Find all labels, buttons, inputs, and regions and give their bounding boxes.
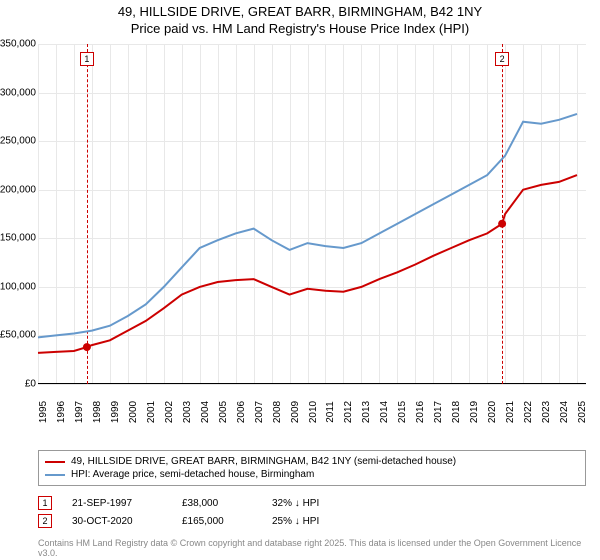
x-tick-label: 2022 xyxy=(523,401,534,423)
legend-item-hpi: HPI: Average price, semi-detached house,… xyxy=(45,468,579,481)
x-tick-label: 2020 xyxy=(487,401,498,423)
x-tick-label: 2006 xyxy=(236,401,247,423)
x-tick-label: 2004 xyxy=(200,401,211,423)
event-marker-badge: 2 xyxy=(495,52,509,66)
y-tick-label: £0 xyxy=(25,379,36,390)
event-badge-2: 2 xyxy=(38,514,52,528)
x-tick-label: 2008 xyxy=(272,401,283,423)
x-tick-label: 2014 xyxy=(379,401,390,423)
event-date-2: 30-OCT-2020 xyxy=(72,516,162,527)
plot-area: £0£50,000£100,000£150,000£200,000£250,00… xyxy=(38,44,586,384)
chart-lines-svg xyxy=(38,44,586,384)
legend-label-hpi: HPI: Average price, semi-detached house,… xyxy=(71,469,314,480)
event-price-2: £165,000 xyxy=(182,516,252,527)
x-tick-label: 1995 xyxy=(38,401,49,423)
y-axis: £0£50,000£100,000£150,000£200,000£250,00… xyxy=(0,44,38,384)
x-tick-label: 2018 xyxy=(451,401,462,423)
title-line-1: 49, HILLSIDE DRIVE, GREAT BARR, BIRMINGH… xyxy=(0,4,600,21)
x-tick-label: 2005 xyxy=(218,401,229,423)
x-tick-label: 2015 xyxy=(397,401,408,423)
x-tick-label: 2017 xyxy=(433,401,444,423)
legend: 49, HILLSIDE DRIVE, GREAT BARR, BIRMINGH… xyxy=(38,450,586,486)
event-date-1: 21-SEP-1997 xyxy=(72,498,162,509)
x-tick-label: 2024 xyxy=(559,401,570,423)
legend-swatch-hpi xyxy=(45,474,65,476)
series-line-property xyxy=(38,175,577,353)
y-tick-label: £150,000 xyxy=(0,233,36,244)
chart-title-block: 49, HILLSIDE DRIVE, GREAT BARR, BIRMINGH… xyxy=(0,0,600,38)
legend-item-property: 49, HILLSIDE DRIVE, GREAT BARR, BIRMINGH… xyxy=(45,455,579,468)
x-tick-label: 2002 xyxy=(164,401,175,423)
x-tick-label: 2001 xyxy=(146,401,157,423)
x-tick-label: 1998 xyxy=(92,401,103,423)
x-tick-label: 2023 xyxy=(541,401,552,423)
x-axis: 1995199619971998199920002001200220032004… xyxy=(38,384,586,414)
event-delta-1: 32% ↓ HPI xyxy=(272,498,372,509)
title-line-2: Price paid vs. HM Land Registry's House … xyxy=(0,21,600,38)
event-marker-badge: 1 xyxy=(80,52,94,66)
x-tick-label: 2021 xyxy=(505,401,516,423)
chart-area: £0£50,000£100,000£150,000£200,000£250,00… xyxy=(38,44,586,414)
x-tick-label: 2016 xyxy=(415,401,426,423)
x-tick-label: 2013 xyxy=(361,401,372,423)
event-badge-1: 1 xyxy=(38,496,52,510)
sale-point-marker xyxy=(498,220,506,228)
event-price-1: £38,000 xyxy=(182,498,252,509)
legend-label-property: 49, HILLSIDE DRIVE, GREAT BARR, BIRMINGH… xyxy=(71,456,456,467)
chart-container: 49, HILLSIDE DRIVE, GREAT BARR, BIRMINGH… xyxy=(0,0,600,560)
x-tick-label: 2009 xyxy=(290,401,301,423)
x-tick-label: 2000 xyxy=(128,401,139,423)
x-tick-label: 1999 xyxy=(110,401,121,423)
y-tick-label: £50,000 xyxy=(0,330,36,341)
event-row-1: 1 21-SEP-1997 £38,000 32% ↓ HPI xyxy=(38,494,586,512)
series-line-hpi xyxy=(38,114,577,338)
x-tick-label: 1996 xyxy=(56,401,67,423)
x-tick-label: 2019 xyxy=(469,401,480,423)
y-tick-label: £300,000 xyxy=(0,87,36,98)
y-tick-label: £350,000 xyxy=(0,39,36,50)
attribution-text: Contains HM Land Registry data © Crown c… xyxy=(38,538,586,558)
y-tick-label: £250,000 xyxy=(0,136,36,147)
y-tick-label: £200,000 xyxy=(0,184,36,195)
event-delta-2: 25% ↓ HPI xyxy=(272,516,372,527)
events-table: 1 21-SEP-1997 £38,000 32% ↓ HPI 2 30-OCT… xyxy=(38,494,586,530)
event-row-2: 2 30-OCT-2020 £165,000 25% ↓ HPI xyxy=(38,512,586,530)
x-tick-label: 2003 xyxy=(182,401,193,423)
x-tick-label: 2012 xyxy=(343,401,354,423)
y-tick-label: £100,000 xyxy=(0,281,36,292)
x-tick-label: 2011 xyxy=(325,401,336,423)
legend-swatch-property xyxy=(45,461,65,463)
sale-point-marker xyxy=(83,343,91,351)
x-tick-label: 2025 xyxy=(577,401,588,423)
x-tick-label: 2007 xyxy=(254,401,265,423)
x-tick-label: 1997 xyxy=(74,401,85,423)
x-tick-label: 2010 xyxy=(308,401,319,423)
